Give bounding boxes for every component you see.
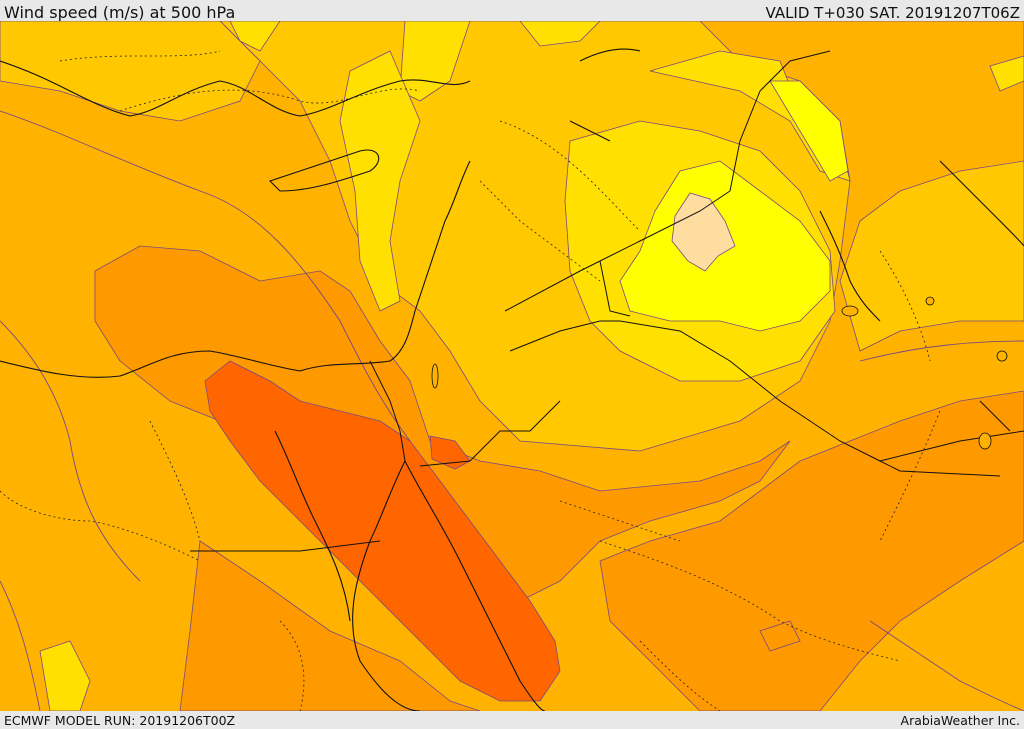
band-core-yellow-2: [769, 80, 849, 182]
band-orange-south: [179, 540, 481, 711]
internal-borders: [0, 50, 941, 711]
credit: ArabiaWeather Inc.: [900, 713, 1020, 728]
band-yellow-7: [989, 55, 1024, 92]
band-yellow-3: [339, 50, 421, 312]
band-jet-spot: [429, 435, 471, 470]
band-jet-core: [204, 360, 561, 702]
map-canvas: [0, 21, 1024, 711]
band-orange-east: [599, 390, 1024, 711]
band-yellow-8: [39, 640, 91, 711]
national-borders: [190, 50, 1024, 552]
coastlines: [0, 48, 1024, 711]
isotach-contours: [0, 110, 1024, 711]
model-run: ECMWF MODEL RUN: 20191206T00Z: [4, 713, 236, 728]
water-bodies: [431, 296, 1008, 450]
band-orange-spot: [759, 620, 801, 652]
band-calm-center: [671, 192, 736, 272]
footer-bar: ECMWF MODEL RUN: 20191206T00Z ArabiaWeat…: [0, 711, 1024, 729]
wind-speed-map[interactable]: [0, 21, 1024, 711]
map-title: Wind speed (m/s) at 500 hPa: [4, 3, 236, 22]
band-yellow-1: [229, 21, 281, 52]
band-yellow-4: [519, 21, 601, 47]
header-bar: Wind speed (m/s) at 500 hPa VALID T+030 …: [0, 0, 1024, 22]
valid-time: VALID T+030 SAT. 20191207T06Z: [765, 4, 1020, 22]
band-northwest: [0, 21, 261, 122]
band-north: [0, 21, 1024, 352]
